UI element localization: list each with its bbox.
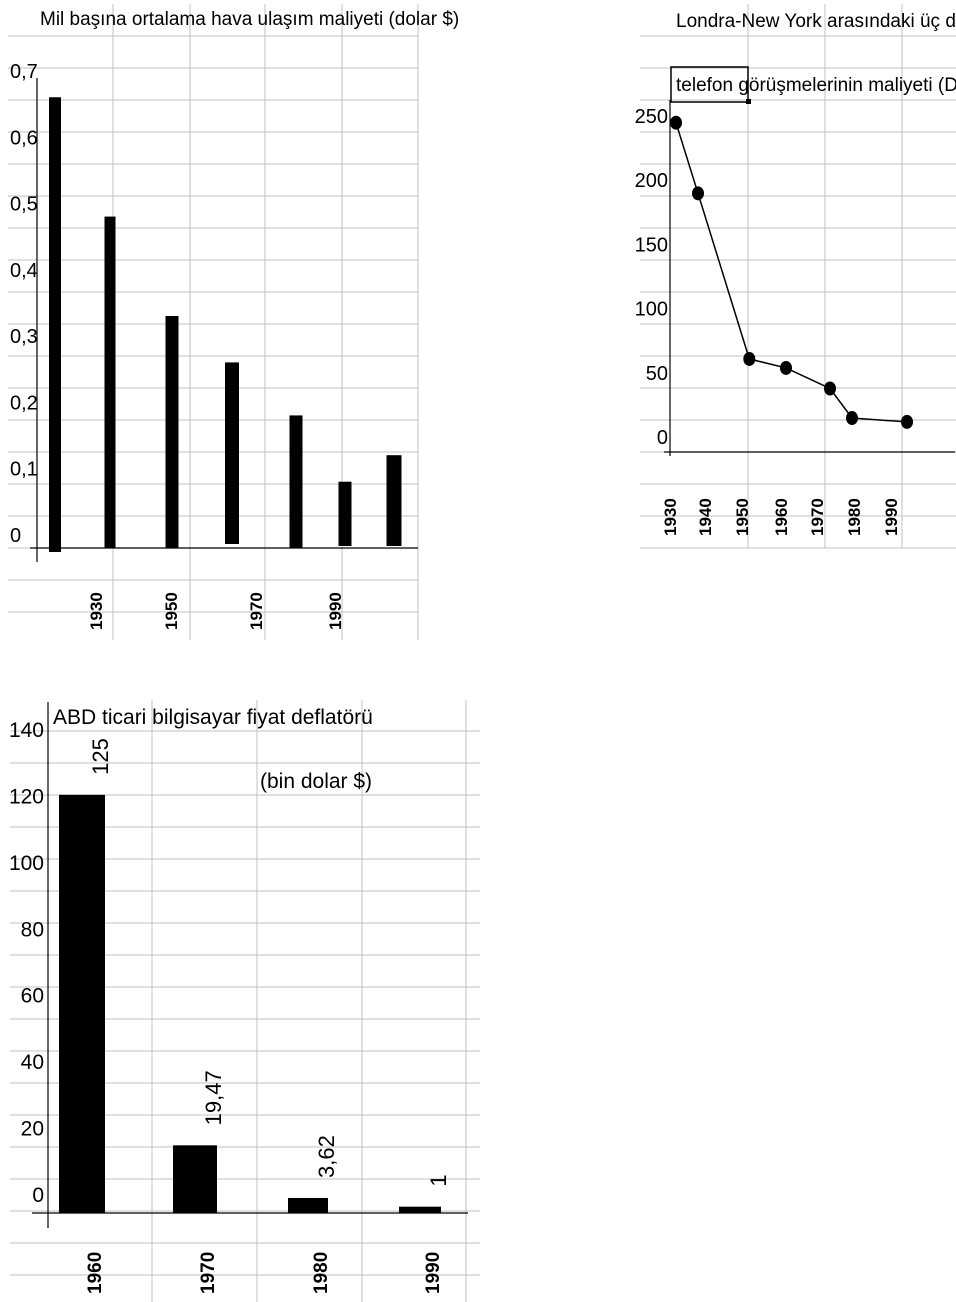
phone-cost-y-tick-5: 250: [635, 106, 668, 128]
computer-deflator-bars: [59, 794, 441, 1213]
computer-deflator-y-tick-6: 120: [9, 785, 44, 808]
phone-cost-x-tick-1: 1940: [696, 498, 715, 536]
air-cost-chart: Mil başına ortalama hava ulaşım maliyeti…: [8, 4, 459, 640]
phone-cost-line: [675, 122, 908, 423]
computer-deflator-data-label-3: 1: [426, 1174, 451, 1186]
computer-deflator-data-label-1: 19,47: [201, 1070, 226, 1125]
air-cost-bar-3: [225, 362, 239, 544]
air-cost-y-tick-5: 0,5: [10, 194, 38, 216]
air-cost-y-tick-3: 0,3: [10, 326, 38, 348]
phone-cost-point-5: [846, 411, 858, 426]
air-cost-grid: [8, 4, 419, 640]
air-cost-title: Mil başına ortalama hava ulaşım maliyeti…: [40, 9, 459, 30]
phone-cost-x-tick-0: 1930: [661, 498, 680, 536]
computer-deflator-bar-2: [288, 1197, 328, 1213]
air-cost-y-tick-0: 0: [10, 525, 21, 547]
computer-deflator-y-tick-3: 60: [21, 985, 44, 1008]
computer-deflator-unit-note: (bin dolar $): [260, 770, 372, 793]
air-cost-y-tick-6: 0,6: [10, 127, 38, 149]
phone-cost-x-tick-2: 1950: [733, 498, 752, 536]
computer-deflator-y-tick-7: 140: [9, 719, 44, 742]
phone-cost-point-2: [743, 351, 756, 366]
computer-deflator-x-tick-3: 1990: [423, 1252, 444, 1294]
phone-cost-point-6: [901, 414, 913, 429]
computer-deflator-y-tick-labels: 0 20 40 60 80 100 120 140: [9, 719, 44, 1207]
phone-cost-x-tick-3: 1960: [772, 498, 791, 536]
computer-deflator-data-label-2: 3,62: [314, 1135, 339, 1178]
air-cost-x-tick-2: 1970: [247, 592, 266, 630]
air-cost-bar-6: [386, 455, 402, 546]
computer-deflator-data-labels: 125 19,47 3,62 1: [88, 738, 451, 1187]
phone-cost-title-line2: telefon görüşmelerinin maliyeti (Dolar $…: [676, 75, 956, 96]
phone-cost-x-tick-6: 1990: [882, 498, 901, 536]
phone-cost-x-tick-labels: 1930 1940 1950 1960 1970 1980 1990: [661, 498, 901, 536]
computer-deflator-chart: ABD ticari bilgisayar fiyat deflatörü (b…: [9, 700, 480, 1302]
air-cost-y-tick-4: 0,4: [10, 260, 38, 282]
air-cost-bar-5: [338, 481, 352, 546]
phone-cost-title-line1: Londra-New York arasındaki üç dakikalık: [676, 11, 956, 32]
air-cost-y-tick-7: 0,7: [10, 61, 38, 83]
computer-deflator-x-tick-0: 1960: [85, 1252, 106, 1294]
air-cost-x-tick-3: 1990: [326, 592, 345, 630]
phone-cost-y-tick-3: 150: [635, 234, 668, 256]
air-cost-bars: [49, 97, 402, 552]
air-cost-y-tick-1: 0,1: [10, 459, 38, 481]
computer-deflator-y-tick-4: 80: [21, 918, 44, 941]
computer-deflator-x-tick-labels: 1960 1970 1980 1990: [85, 1252, 444, 1294]
computer-deflator-y-tick-0: 0: [32, 1184, 44, 1207]
phone-cost-x-tick-5: 1980: [845, 498, 864, 536]
computer-deflator-x-tick-1: 1970: [198, 1252, 219, 1294]
air-cost-x-tick-1: 1950: [162, 592, 181, 630]
phone-cost-y-tick-4: 200: [635, 170, 668, 192]
phone-cost-point-1: [692, 186, 704, 201]
phone-cost-point-4: [824, 381, 836, 396]
air-cost-x-tick-0: 1930: [87, 592, 106, 630]
air-cost-bar-4: [289, 415, 303, 548]
computer-deflator-grid: [10, 700, 480, 1302]
air-cost-bar-1: [104, 216, 116, 549]
computer-deflator-y-tick-1: 20: [21, 1118, 44, 1141]
air-cost-y-tick-labels: 0 0,1 0,2 0,3 0,4 0,5 0,6 0,7: [10, 61, 38, 547]
computer-deflator-title: ABD ticari bilgisayar fiyat deflatörü: [53, 706, 373, 729]
computer-deflator-bar-0: [59, 794, 105, 1213]
phone-cost-y-tick-2: 100: [635, 299, 668, 321]
phone-cost-y-tick-0: 0: [657, 427, 668, 449]
air-cost-bar-2: [165, 316, 179, 548]
phone-cost-chart: Londra-New York arasındaki üç dakikalık …: [635, 4, 956, 549]
phone-cost-x-tick-4: 1970: [808, 498, 827, 536]
phone-cost-title-cell: [670, 66, 749, 103]
phone-cost-title-cell-handle: [746, 99, 751, 104]
computer-deflator-bar-3: [399, 1206, 441, 1213]
computer-deflator-y-tick-2: 40: [21, 1051, 44, 1074]
air-cost-y-tick-2: 0,2: [10, 392, 38, 414]
air-cost-bar-0: [49, 97, 61, 552]
phone-cost-point-3: [780, 360, 792, 375]
phone-cost-y-tick-1: 50: [646, 363, 668, 385]
air-cost-x-tick-labels: 1930 1950 1970 1990: [87, 592, 345, 630]
computer-deflator-bar-1: [173, 1145, 217, 1213]
computer-deflator-y-tick-5: 100: [9, 852, 44, 875]
phone-cost-points: [670, 115, 913, 429]
phone-cost-y-tick-labels: 0 50 100 150 200 250: [635, 106, 668, 449]
phone-cost-point-0: [670, 115, 682, 130]
computer-deflator-data-label-0: 125: [88, 738, 113, 775]
computer-deflator-x-tick-2: 1980: [311, 1252, 332, 1294]
